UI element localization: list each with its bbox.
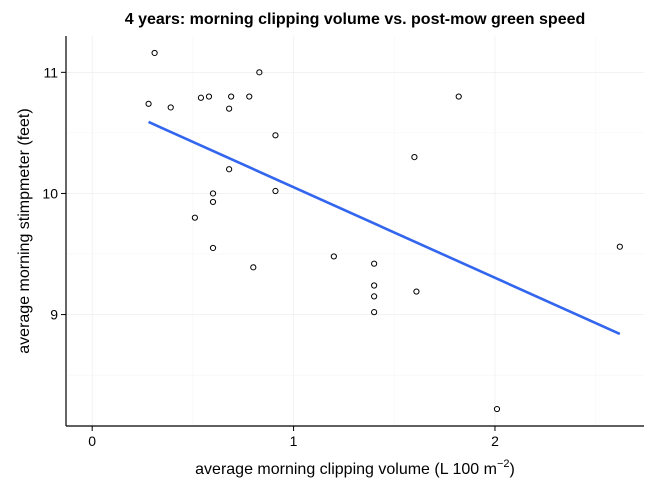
data-point — [411, 154, 418, 161]
y-axis-ticks: 9 10 11 — [42, 64, 66, 323]
data-point — [493, 405, 501, 413]
data-point — [228, 93, 235, 100]
data-point — [272, 187, 279, 195]
x-tick-label: 0 — [88, 433, 96, 449]
y-tick-label: 11 — [43, 64, 58, 80]
data-point — [371, 293, 378, 300]
data-point — [455, 93, 462, 100]
data-point — [209, 244, 217, 252]
x-axis-label: average morning clipping volume (L 100 m… — [195, 458, 515, 478]
y-tick-label: 9 — [50, 307, 58, 323]
trend-line — [148, 120, 621, 336]
grid — [66, 36, 644, 426]
data-point — [226, 105, 233, 112]
data-point — [209, 198, 217, 206]
x-axis-label-main: average morning clipping volume (L 100 m — [195, 461, 497, 478]
data-point — [191, 214, 198, 221]
data-point — [151, 49, 158, 57]
data-point — [616, 243, 623, 250]
x-axis-label-exponent: −2 — [497, 458, 510, 470]
x-tick-label: 1 — [290, 433, 298, 449]
data-point — [197, 94, 205, 101]
data-point — [371, 282, 378, 289]
data-point — [272, 132, 279, 139]
y-axis-label: average morning stimpmeter (feet) — [16, 108, 33, 353]
data-point — [330, 253, 337, 260]
data-point — [413, 288, 420, 295]
trend-line-group — [148, 120, 621, 336]
x-axis-label-close: ) — [510, 461, 515, 478]
data-point — [256, 69, 263, 76]
data-points — [145, 49, 623, 413]
data-point — [167, 104, 174, 111]
data-point — [145, 100, 152, 107]
data-point — [371, 309, 378, 316]
data-point — [250, 264, 257, 271]
data-point — [226, 166, 233, 173]
x-tick-label: 2 — [491, 433, 499, 449]
x-axis-ticks: 0 1 2 — [88, 426, 499, 449]
chart-title: 4 years: morning clipping volume vs. pos… — [125, 11, 586, 28]
data-point — [209, 190, 217, 197]
data-point — [205, 93, 213, 100]
data-point — [371, 260, 378, 267]
data-point — [246, 93, 253, 100]
y-tick-label: 10 — [42, 185, 58, 201]
